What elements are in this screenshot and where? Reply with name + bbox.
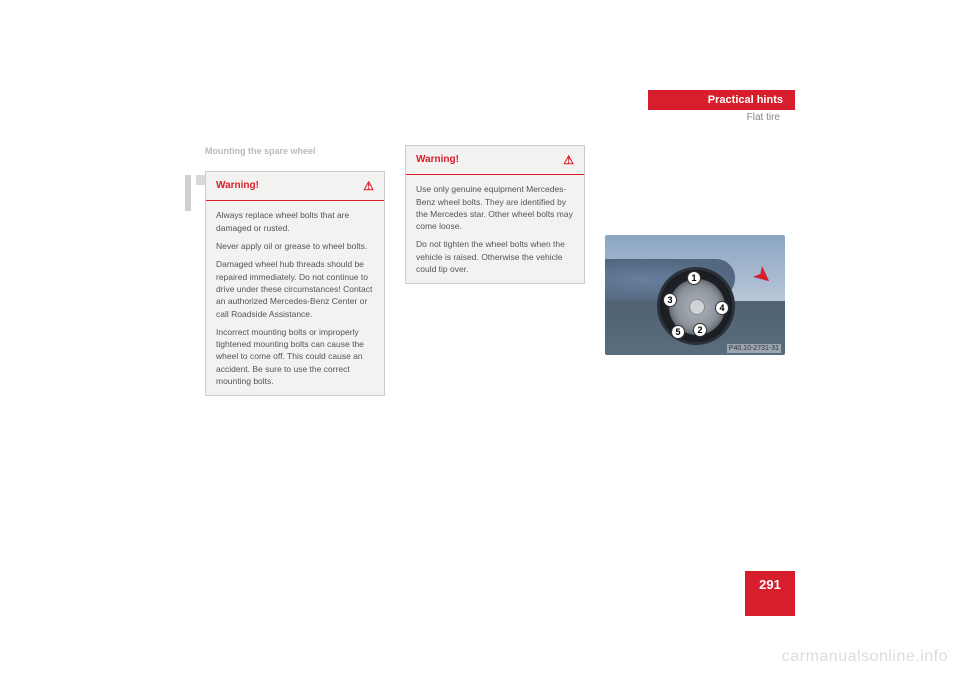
figure-reference-label: P40.10-2731-31 <box>727 344 781 353</box>
warning-header: Warning! ⚠ <box>406 146 584 175</box>
column-2: Warning! ⚠ Use only genuine equipment Me… <box>405 145 585 396</box>
section-tab: Practical hints <box>648 90 795 110</box>
warning-text: Do not tighten the wheel bolts when the … <box>416 238 574 275</box>
warning-title: Warning! <box>416 153 459 167</box>
warning-header: Warning! ⚠ <box>206 172 384 201</box>
watermark-text: carmanualsonline.info <box>782 648 948 666</box>
warning-triangle-icon: ⚠ <box>363 178 374 194</box>
warning-body-2: Use only genuine equipment Mercedes-Benz… <box>406 175 584 283</box>
wheel-bolt-figure: ➤ 1 2 3 4 5 P40.10-2731-31 <box>605 235 785 355</box>
wheel-hub <box>689 299 705 315</box>
bolt-3: 3 <box>663 293 677 307</box>
warning-text: Incorrect mounting bolts or improperly t… <box>216 326 374 388</box>
warning-text: Damaged wheel hub threads should be repa… <box>216 258 374 320</box>
manual-page: Practical hints Flat tire Mounting the s… <box>0 0 960 678</box>
page-number: 291 <box>745 571 795 598</box>
column-3: ➤ 1 2 3 4 5 P40.10-2731-31 <box>605 145 785 396</box>
rotation-arrow-icon: ➤ <box>748 261 778 292</box>
warning-text: Use only genuine equipment Mercedes-Benz… <box>416 183 574 232</box>
bolt-2: 2 <box>693 323 707 337</box>
column-1: Mounting the spare wheel Warning! ⚠ Alwa… <box>205 145 385 396</box>
bolt-5: 5 <box>671 325 685 339</box>
bolt-1: 1 <box>687 271 701 285</box>
margin-bar <box>185 175 191 211</box>
section-subtitle: Flat tire <box>747 112 780 123</box>
warning-text: Never apply oil or grease to wheel bolts… <box>216 240 374 252</box>
subheading-mounting: Mounting the spare wheel <box>205 145 385 157</box>
warning-box-2: Warning! ⚠ Use only genuine equipment Me… <box>405 145 585 284</box>
warning-title: Warning! <box>216 179 259 193</box>
warning-triangle-icon: ⚠ <box>563 152 574 168</box>
bolt-4: 4 <box>715 301 729 315</box>
warning-body-1: Always replace wheel bolts that are dama… <box>206 201 384 395</box>
warning-text: Always replace wheel bolts that are dama… <box>216 209 374 234</box>
content-columns: Mounting the spare wheel Warning! ⚠ Alwa… <box>205 145 785 396</box>
warning-box-1: Warning! ⚠ Always replace wheel bolts th… <box>205 171 385 396</box>
